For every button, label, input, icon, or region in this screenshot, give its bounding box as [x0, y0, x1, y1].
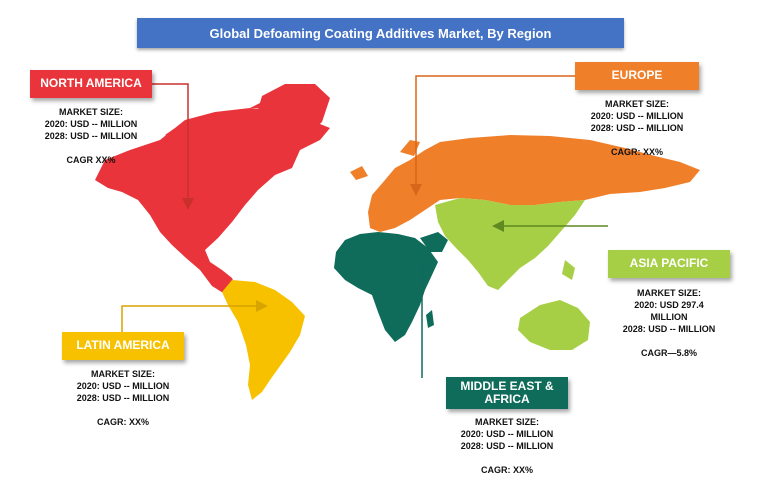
- latin-america-label: LATIN AMERICA: [62, 332, 184, 360]
- asia-pacific-label: ASIA PACIFIC: [608, 250, 730, 278]
- europe-market-size: MARKET SIZE:: [605, 99, 669, 109]
- asia-shape: [435, 198, 585, 290]
- asia-pacific-info: MARKET SIZE: 2020: USD 297.4 MILLION 202…: [608, 287, 730, 359]
- north-america-market-size: MARKET SIZE:: [59, 107, 123, 117]
- europe-2020: 2020: USD -- MILLION: [590, 111, 684, 121]
- mea-2020: 2020: USD -- MILLION: [460, 429, 554, 439]
- latin-america-2028: 2028: USD -- MILLION: [76, 393, 170, 403]
- north-america-2020: 2020: USD -- MILLION: [44, 119, 138, 129]
- mea-cagr: CAGR: XX%: [480, 465, 533, 475]
- asia-pacific-cagr: CAGR—5.8%: [640, 348, 697, 358]
- north-america-connector: [152, 83, 194, 210]
- latin-america-connector: [121, 300, 268, 335]
- latin-america-2020: 2020: USD -- MILLION: [76, 381, 170, 391]
- latin-america-shape: [222, 280, 305, 400]
- asia-pacific-2028: 2028: USD -- MILLION: [622, 324, 716, 334]
- asia-pacific-2020-unit: MILLION: [650, 312, 688, 322]
- europe-cagr: CAGR: XX%: [610, 147, 663, 157]
- asia-pacific-2020: 2020: USD 297.4: [634, 300, 704, 310]
- asia-pacific-market-size: MARKET SIZE:: [637, 288, 701, 298]
- latin-america-cagr: CAGR: XX%: [96, 417, 149, 427]
- europe-shape: [350, 135, 700, 232]
- europe-label: EUROPE: [575, 62, 699, 90]
- latin-america-market-size: MARKET SIZE:: [91, 369, 155, 379]
- page-title: Global Defoaming Coating Additives Marke…: [137, 18, 624, 48]
- greenland-shape: [255, 84, 330, 160]
- europe-info: MARKET SIZE: 2020: USD -- MILLION 2028: …: [575, 98, 699, 158]
- north-america-2028: 2028: USD -- MILLION: [44, 131, 138, 141]
- australia-shape: [518, 300, 590, 350]
- mea-info: MARKET SIZE: 2020: USD -- MILLION 2028: …: [446, 416, 568, 476]
- europe-2028: 2028: USD -- MILLION: [590, 123, 684, 133]
- mea-market-size: MARKET SIZE:: [475, 417, 539, 427]
- europe-connector: [410, 75, 575, 196]
- latin-america-info: MARKET SIZE: 2020: USD -- MILLION 2028: …: [62, 368, 184, 428]
- mea-label: MIDDLE EAST & AFRICA: [446, 377, 568, 409]
- north-america-cagr: CAGR XX%: [66, 155, 116, 165]
- north-america-label: NORTH AMERICA: [30, 70, 152, 98]
- mea-2028: 2028: USD -- MILLION: [460, 441, 554, 451]
- north-america-info: MARKET SIZE: 2020: USD -- MILLION 2028: …: [30, 106, 152, 166]
